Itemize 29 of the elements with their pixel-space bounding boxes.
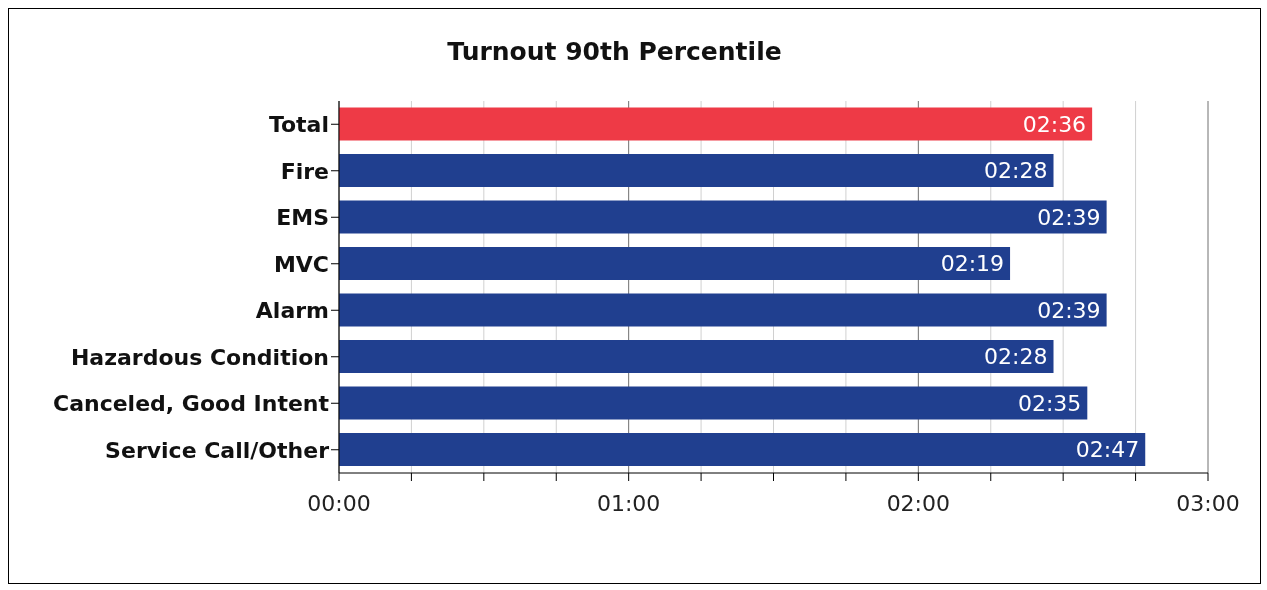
y-tick-label: Hazardous Condition <box>70 344 329 370</box>
bar <box>339 433 1146 467</box>
bar <box>339 200 1107 234</box>
data-label: 02:39 <box>1037 204 1101 230</box>
y-tick-label: Total <box>268 112 329 138</box>
data-label: 02:28 <box>984 158 1048 184</box>
bar <box>339 107 1093 141</box>
bar <box>339 340 1054 374</box>
data-label: 02:28 <box>984 344 1048 370</box>
bar <box>339 386 1088 420</box>
bar <box>339 154 1054 188</box>
y-tick-label: Fire <box>280 158 329 184</box>
data-label: 02:47 <box>1075 437 1140 463</box>
x-tick-label: 01:00 <box>596 490 661 516</box>
y-tick-label: EMS <box>276 205 329 231</box>
y-tick-label: Service Call/Other <box>105 437 330 463</box>
bar <box>339 293 1107 327</box>
x-tick-label: 02:00 <box>886 490 951 516</box>
y-tick-label: Alarm <box>255 298 329 324</box>
data-label: 02:39 <box>1037 297 1101 323</box>
data-label: 02:36 <box>1022 111 1087 137</box>
x-tick-label: 00:00 <box>307 490 371 516</box>
y-tick-label: Canceled, Good Intent <box>53 391 330 417</box>
data-label: 02:35 <box>1017 390 1082 416</box>
data-label: 02:19 <box>940 251 1005 277</box>
chart-title: Turnout 90th Percentile <box>446 37 783 66</box>
bar <box>339 247 1011 281</box>
y-tick-label: MVC <box>273 251 329 277</box>
x-tick-label: 03:00 <box>1176 490 1240 516</box>
